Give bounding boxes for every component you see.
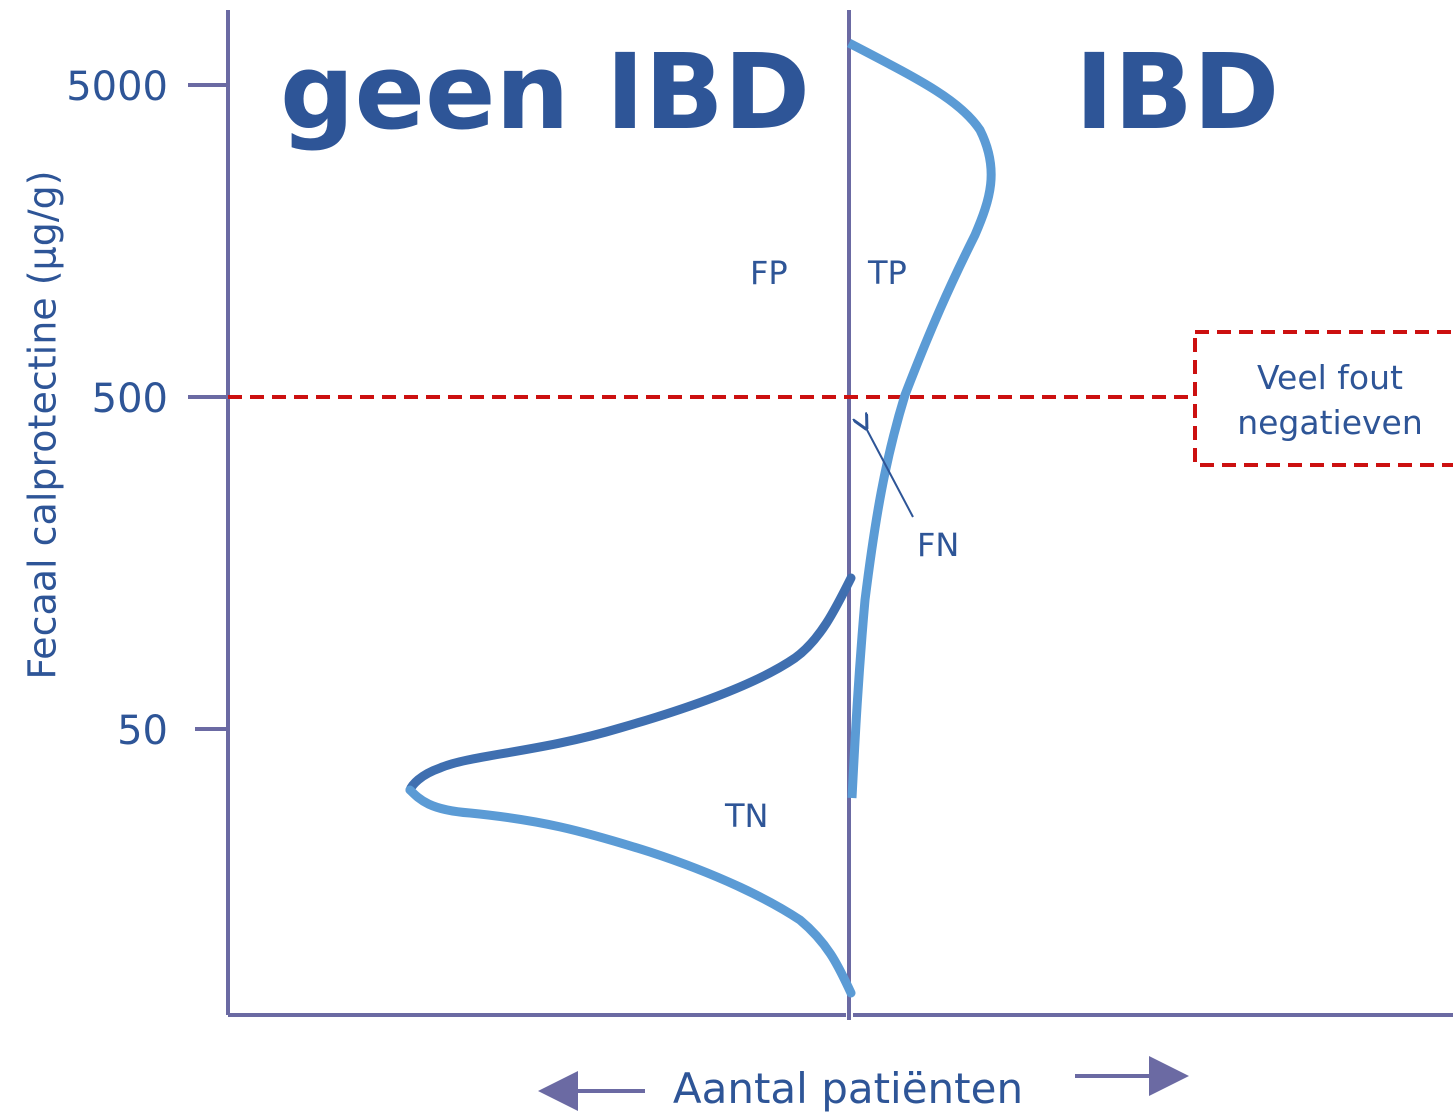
region-title: IBD [1075, 31, 1279, 153]
quadrant-label: TP [867, 254, 907, 292]
quadrant-label: FP [750, 254, 788, 292]
annotation-text: negatieven [1237, 403, 1423, 442]
tick-label: 5000 [66, 64, 168, 110]
annotation-box [1193, 330, 1453, 467]
x-axis-label: Aantal patiënten [673, 1064, 1023, 1113]
quadrant-label: TN [724, 797, 768, 835]
no-ibd-curve-upper [405, 573, 856, 795]
ibd-curve [846, 39, 996, 799]
no-ibd-curve-lower [405, 785, 856, 998]
fn-arrow [866, 428, 914, 518]
quadrant-label: FN [917, 526, 959, 564]
tick-label: 50 [117, 708, 168, 754]
y-axis-label: Fecaal calprotectine (µg/g) [21, 170, 65, 679]
annotation-text: Veel fout [1257, 358, 1403, 397]
axes [188, 10, 1453, 1020]
tick-label: 500 [92, 376, 168, 422]
region-title: geen IBD [280, 31, 810, 153]
